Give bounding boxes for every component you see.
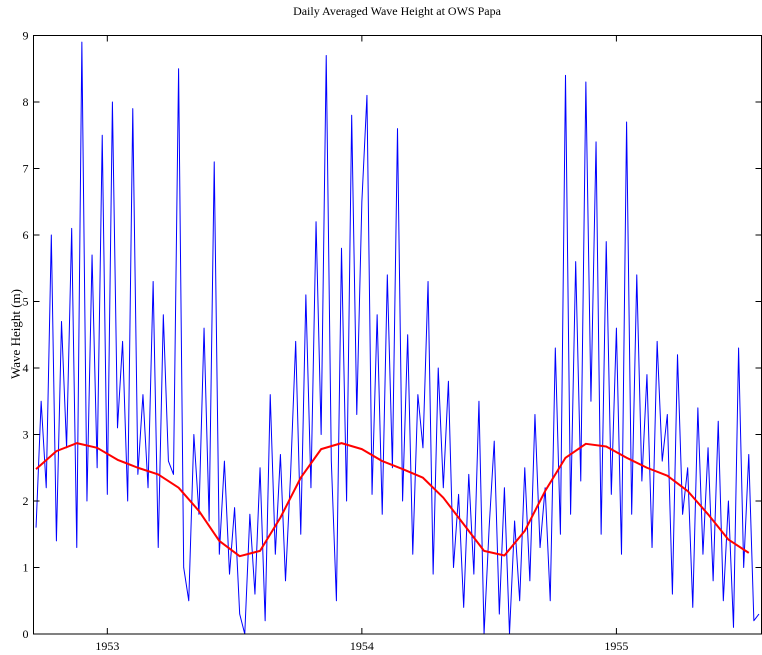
x-tick-label: 1953: [95, 639, 119, 653]
y-tick-label: 7: [23, 162, 29, 176]
series-line: [35, 442, 750, 558]
x-tick-label: 1955: [604, 639, 628, 653]
y-tick-label: 5: [23, 295, 29, 309]
y-axis-label: Wave Height (m): [8, 289, 23, 379]
y-tick-label: 0: [23, 627, 29, 641]
y-tick-label: 6: [23, 228, 29, 242]
y-tick-label: 8: [23, 95, 29, 109]
chart-title: Daily Averaged Wave Height at OWS Papa: [293, 4, 502, 18]
x-tick-label: 1954: [350, 639, 374, 653]
y-tick-label: 9: [23, 29, 29, 43]
series-line: [35, 41, 760, 634]
y-tick-label: 2: [23, 494, 29, 508]
plot-area: [35, 41, 760, 634]
y-tick-label: 1: [23, 561, 29, 575]
y-tick-label: 4: [23, 361, 29, 375]
y-tick-label: 3: [23, 428, 29, 442]
